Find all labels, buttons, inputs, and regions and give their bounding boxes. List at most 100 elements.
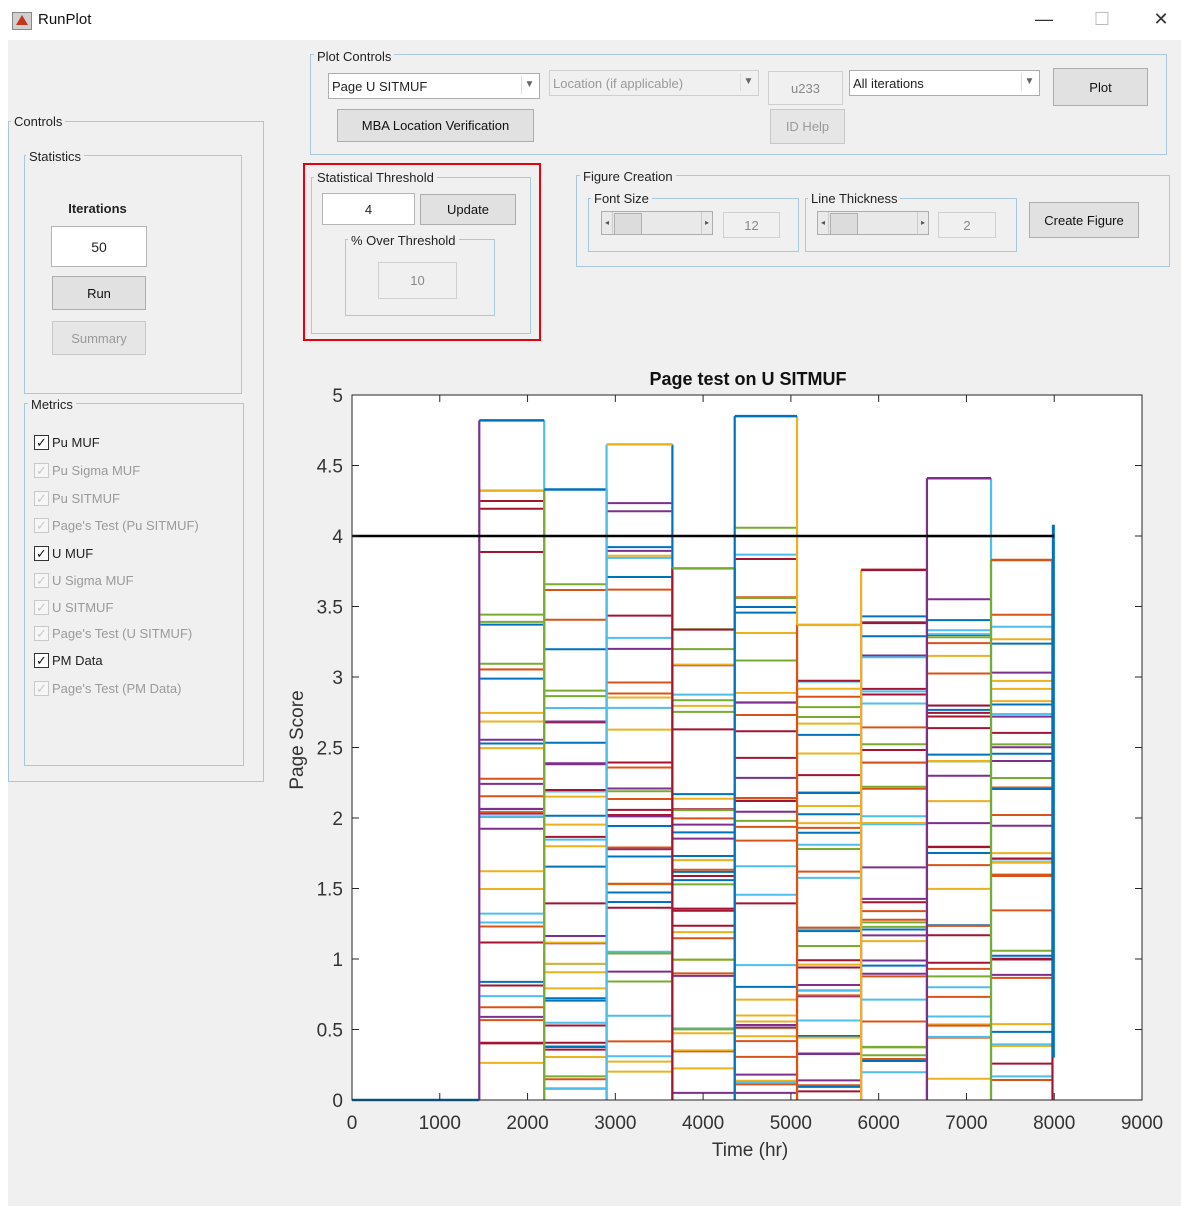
metric-checkbox-row[interactable]: ✓ U Sigma MUF	[34, 570, 134, 590]
x-tick-label: 3000	[594, 1113, 636, 1134]
statistics-panel	[24, 155, 242, 394]
checkbox[interactable]: ✓	[34, 517, 49, 533]
over-threshold-field: 10	[378, 262, 457, 299]
metric-checkbox-row[interactable]: ✓ Page's Test (U SITMUF)	[34, 623, 192, 643]
checkbox[interactable]: ✓	[34, 490, 49, 506]
over-threshold-title: % Over Threshold	[348, 233, 459, 248]
line-thickness-value: 2	[938, 212, 996, 238]
statistics-panel-title: Statistics	[26, 149, 85, 164]
matlab-app-icon	[12, 12, 32, 30]
metric-label: Pu Sigma MUF	[52, 462, 141, 478]
font-size-slider[interactable]: ◂ ▸	[601, 211, 713, 235]
metrics-panel	[24, 403, 244, 766]
metric-checkbox-row[interactable]: ✓ Pu Sigma MUF	[34, 460, 140, 480]
iterations-dropdown-value: All iterations	[853, 75, 924, 91]
statistical-threshold-title: Statistical Threshold	[314, 170, 437, 185]
line-thickness-slider[interactable]: ◂ ▸	[817, 211, 929, 235]
isotope-field[interactable]: u233	[768, 71, 843, 105]
checkbox[interactable]: ✓	[34, 652, 49, 668]
page-test-chart: Page test on U SITMUF Time (hr) Page Sco…	[287, 369, 1163, 1161]
plot-controls-panel	[310, 54, 1167, 155]
font-size-title: Font Size	[591, 191, 652, 206]
plot-button[interactable]: Plot	[1053, 68, 1148, 106]
mba-location-verification-button[interactable]: MBA Location Verification	[337, 109, 534, 142]
chevron-down-icon: ▼	[1021, 73, 1037, 91]
checkbox[interactable]: ✓	[34, 462, 49, 478]
location-dropdown[interactable]: Location (if applicable) ▼	[549, 70, 759, 96]
slider-thumb[interactable]	[614, 213, 642, 235]
x-tick-label: 1000	[419, 1113, 461, 1134]
plot-controls-title: Plot Controls	[314, 49, 395, 64]
x-axis-label: Time (hr)	[712, 1140, 788, 1161]
metric-checkbox-row[interactable]: ✓ Pu SITMUF	[34, 488, 120, 508]
chevron-down-icon: ▼	[740, 73, 756, 91]
y-tick-label: 4.5	[317, 457, 343, 478]
slider-thumb[interactable]	[830, 213, 858, 235]
controls-panel	[8, 121, 264, 782]
y-tick-label: 0	[332, 1091, 343, 1112]
minimize-button[interactable]: —	[1035, 9, 1053, 29]
metric-checkbox-row[interactable]: ✓ U MUF	[34, 543, 93, 563]
metric-label: U MUF	[52, 545, 94, 561]
checkbox[interactable]: ✓	[34, 599, 49, 615]
checkbox[interactable]: ✓	[34, 545, 49, 561]
y-tick-label: 0.5	[317, 1021, 343, 1042]
figure-creation-panel	[576, 175, 1170, 267]
metric-label: PM Data	[52, 652, 103, 668]
plot-type-dropdown[interactable]: Page U SITMUF ▼	[328, 73, 540, 99]
metric-checkbox-row[interactable]: ✓ U SITMUF	[34, 597, 113, 617]
metric-label: Page's Test (U SITMUF)	[52, 625, 193, 641]
plot-type-value: Page U SITMUF	[332, 78, 428, 94]
run-button[interactable]: Run	[52, 276, 146, 310]
controls-panel-title: Controls	[11, 114, 66, 129]
metrics-panel-title: Metrics	[28, 397, 76, 412]
threshold-input[interactable]: 4	[322, 193, 415, 225]
metric-checkbox-row[interactable]: ✓ Pu MUF	[34, 432, 100, 452]
chevron-down-icon: ▼	[521, 76, 537, 94]
close-button[interactable]: ✕	[1153, 9, 1169, 29]
y-tick-label: 2	[332, 809, 343, 830]
checkbox[interactable]: ✓	[34, 625, 49, 641]
figure-creation-title: Figure Creation	[580, 169, 676, 184]
create-figure-button[interactable]: Create Figure	[1029, 202, 1139, 238]
metric-label: U SITMUF	[52, 599, 114, 615]
slider-right-arrow-icon[interactable]: ▸	[917, 212, 928, 234]
y-tick-label: 3	[332, 668, 343, 689]
font-size-value: 12	[723, 212, 780, 238]
y-tick-label: 5	[332, 386, 343, 407]
summary-button[interactable]: Summary	[52, 321, 146, 355]
metric-checkbox-row[interactable]: ✓ Page's Test (Pu SITMUF)	[34, 515, 199, 535]
iterations-dropdown[interactable]: All iterations ▼	[849, 70, 1040, 96]
metric-label: Pu SITMUF	[52, 490, 120, 506]
maximize-button[interactable]: ☐	[1093, 9, 1111, 29]
y-tick-label: 2.5	[317, 739, 343, 760]
checkbox[interactable]: ✓	[34, 434, 49, 450]
slider-left-arrow-icon[interactable]: ◂	[818, 212, 829, 234]
x-tick-label: 2000	[506, 1113, 548, 1134]
update-button[interactable]: Update	[420, 194, 516, 225]
y-tick-label: 4	[332, 527, 343, 548]
x-tick-label: 6000	[858, 1113, 900, 1134]
checkbox[interactable]: ✓	[34, 680, 49, 696]
metric-checkbox-row[interactable]: ✓ Page's Test (PM Data)	[34, 678, 181, 698]
x-tick-label: 7000	[945, 1113, 987, 1134]
y-tick-label: 1	[332, 950, 343, 971]
window-title: RunPlot	[38, 11, 92, 28]
metric-label: U Sigma MUF	[52, 572, 134, 588]
line-thickness-panel	[805, 198, 1017, 252]
x-tick-label: 0	[347, 1113, 358, 1134]
slider-right-arrow-icon[interactable]: ▸	[701, 212, 712, 234]
checkbox[interactable]: ✓	[34, 572, 49, 588]
x-tick-label: 8000	[1033, 1113, 1075, 1134]
chart-title: Page test on U SITMUF	[649, 369, 846, 389]
font-size-panel	[588, 198, 799, 252]
x-tick-label: 9000	[1121, 1113, 1163, 1134]
line-thickness-title: Line Thickness	[808, 191, 901, 206]
slider-left-arrow-icon[interactable]: ◂	[602, 212, 613, 234]
metric-checkbox-row[interactable]: ✓ PM Data	[34, 650, 103, 670]
id-help-button[interactable]: ID Help	[770, 109, 845, 144]
highlight-box	[303, 163, 541, 341]
iterations-input[interactable]: 50	[51, 226, 147, 267]
x-tick-label: 5000	[770, 1113, 812, 1134]
y-axis-label: Page Score	[287, 690, 308, 789]
